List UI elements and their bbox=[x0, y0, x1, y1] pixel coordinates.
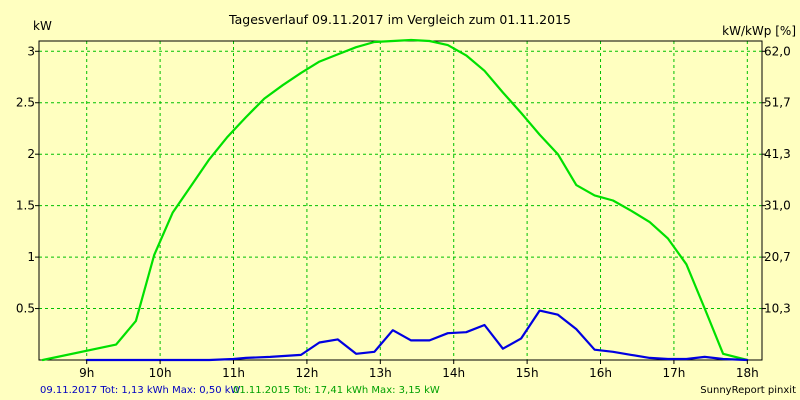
y-tick-label-left: 3 bbox=[27, 44, 35, 58]
y-axis-left-label: kW bbox=[33, 19, 52, 33]
y-tick-label-right: 31,0 bbox=[764, 199, 791, 213]
y-tick-label-right: 20,7 bbox=[764, 250, 791, 264]
x-tick-label: 17h bbox=[662, 366, 685, 380]
x-tick-label: 9h bbox=[79, 366, 94, 380]
x-tick-label: 14h bbox=[442, 366, 465, 380]
y-tick-label-left: 1 bbox=[27, 250, 35, 264]
y-tick-label-left: 2 bbox=[27, 147, 35, 161]
plot-frame bbox=[38, 40, 763, 361]
series-line-green bbox=[41, 38, 749, 362]
x-tick-label: 16h bbox=[589, 366, 612, 380]
credit-text: SunnyReport pinxit bbox=[700, 385, 796, 396]
y-tick-label-left: 2.5 bbox=[16, 96, 35, 110]
y-tick-label-right: 62,0 bbox=[764, 44, 791, 58]
grid-layer bbox=[39, 41, 762, 360]
y-axis-right-label: kW/kWp [%] bbox=[722, 24, 796, 38]
x-tick-label: 13h bbox=[369, 366, 392, 380]
series-line-blue bbox=[85, 309, 749, 362]
footer-blue-summary: 09.11.2017 Tot: 1,13 kWh Max: 0,50 kW bbox=[40, 385, 241, 396]
y-tick-label-right: 41,3 bbox=[764, 147, 791, 161]
chart-title: Tagesverlauf 09.11.2017 im Vergleich zum… bbox=[228, 12, 571, 27]
y-tick-label-right: 51,7 bbox=[764, 96, 791, 110]
tick-layer: 9h 10h 11h 12h 13h 14h 15h 16h 17h 18h 0.5 1 1.5 2 2.5… bbox=[16, 44, 791, 380]
footer-green-summary: 01.11.2015 Tot: 17,41 kWh Max: 3,15 kW bbox=[233, 385, 440, 396]
y-tick-label-right: 10,3 bbox=[764, 302, 791, 316]
x-tick-label: 11h bbox=[222, 366, 245, 380]
x-tick-label: 15h bbox=[516, 366, 539, 380]
y-tick-label-left: 1.5 bbox=[16, 199, 35, 213]
x-tick-label: 10h bbox=[149, 366, 172, 380]
x-tick-label: 12h bbox=[295, 366, 318, 380]
y-tick-label-left: 0.5 bbox=[16, 302, 35, 316]
x-tick-label: 18h bbox=[736, 366, 759, 380]
series-layer bbox=[41, 38, 749, 362]
